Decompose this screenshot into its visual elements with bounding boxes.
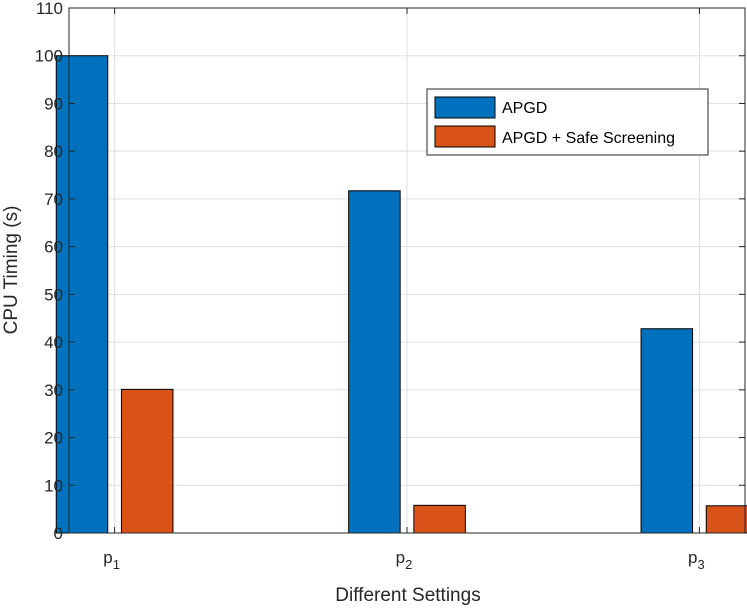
y-tick-label-20: 20 — [44, 429, 63, 448]
y-tick-label-80: 80 — [44, 142, 63, 161]
y-tick-label-40: 40 — [44, 333, 63, 352]
y-tick-label-110: 110 — [36, 0, 63, 18]
legend-swatch-apgd — [434, 96, 496, 119]
bar-apgd-p1 — [55, 55, 109, 534]
y-tick-label-100: 100 — [35, 47, 63, 66]
x-axis-label: Different Settings — [335, 585, 480, 606]
bar-apgd-p2 — [348, 190, 401, 534]
legend-label-apgd-safe-screening: APGD + Safe Screening — [502, 130, 675, 147]
y-tick-label-90: 90 — [44, 94, 63, 113]
y-tick-label-50: 50 — [44, 285, 63, 304]
y-tick-label-10: 10 — [44, 476, 63, 495]
bar-apgd-safe-screening-p3 — [705, 505, 747, 534]
x-tick-label-p3: p3 — [688, 548, 705, 572]
bar-apgd-safe-screening-p2 — [413, 504, 466, 534]
bars — [55, 55, 747, 534]
y-tick-label-0: 0 — [54, 524, 63, 543]
y-axis-ticks: 0 10 20 30 40 50 60 70 80 90 100 110 — [35, 0, 745, 543]
x-tick-label-p2: p2 — [396, 548, 413, 572]
bar-apgd-safe-screening-p1 — [120, 388, 174, 534]
y-tick-label-60: 60 — [44, 238, 63, 257]
grid-lines — [69, 8, 745, 533]
y-axis-label: CPU Timing (s) — [1, 206, 22, 335]
y-tick-label-30: 30 — [44, 381, 63, 400]
x-axis-ticks: p1 p2 p3 — [103, 8, 705, 572]
legend: APGD APGD + Safe Screening — [426, 88, 709, 156]
bar-apgd-p3 — [640, 328, 694, 534]
legend-label-apgd: APGD — [502, 100, 547, 117]
x-tick-label-p1: p1 — [103, 548, 120, 572]
y-tick-label-70: 70 — [44, 190, 63, 209]
legend-swatch-apgd-safe-screening — [434, 125, 496, 148]
